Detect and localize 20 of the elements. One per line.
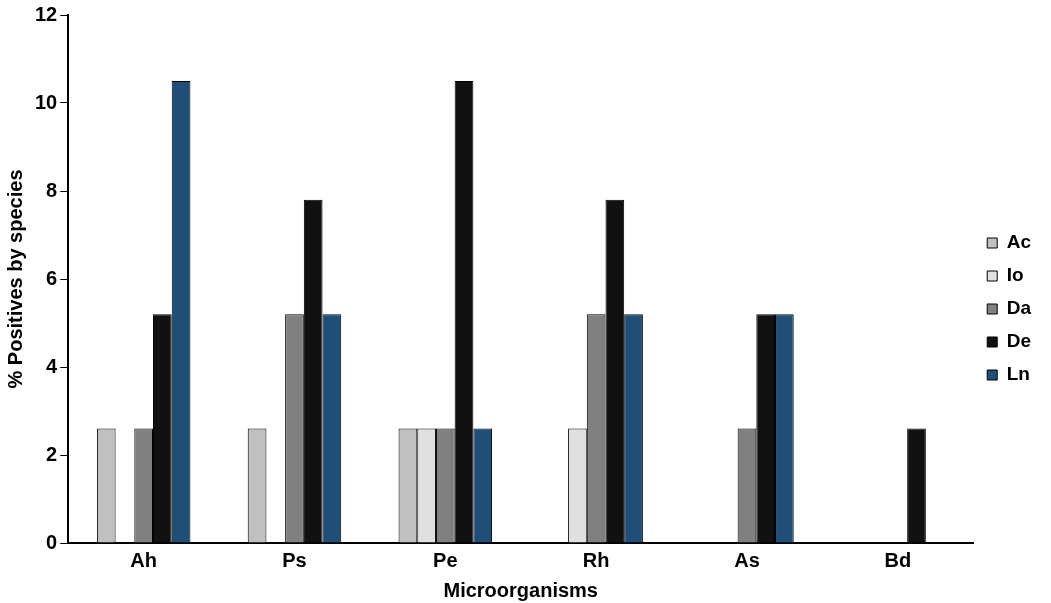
x-axis-title: Microorganisms — [443, 578, 598, 601]
x-tick-label: Ps — [282, 548, 307, 571]
x-tick-label: As — [734, 548, 760, 571]
x-tick-label: Rh — [582, 548, 610, 571]
y-tick-label: 2 — [46, 442, 58, 465]
x-tick-label: Pe — [433, 548, 458, 571]
y-tick-label: 8 — [46, 178, 58, 201]
y-tick-label: 4 — [46, 354, 59, 377]
legend-label: De — [1006, 330, 1032, 352]
legend-label: Io — [1006, 264, 1024, 286]
y-axis-title: % Positives by species — [3, 169, 26, 389]
legend-label: Ln — [1006, 363, 1030, 385]
x-tick-label: Ah — [130, 548, 157, 571]
y-tick-label: 10 — [35, 90, 58, 113]
y-tick-label: 0 — [46, 530, 58, 553]
legend-label: Ac — [1006, 231, 1032, 253]
x-tick-label: Bd — [884, 548, 912, 571]
y-tick-label: 6 — [46, 266, 58, 289]
legend-label: Da — [1006, 297, 1032, 319]
y-tick-label: 12 — [35, 2, 58, 25]
